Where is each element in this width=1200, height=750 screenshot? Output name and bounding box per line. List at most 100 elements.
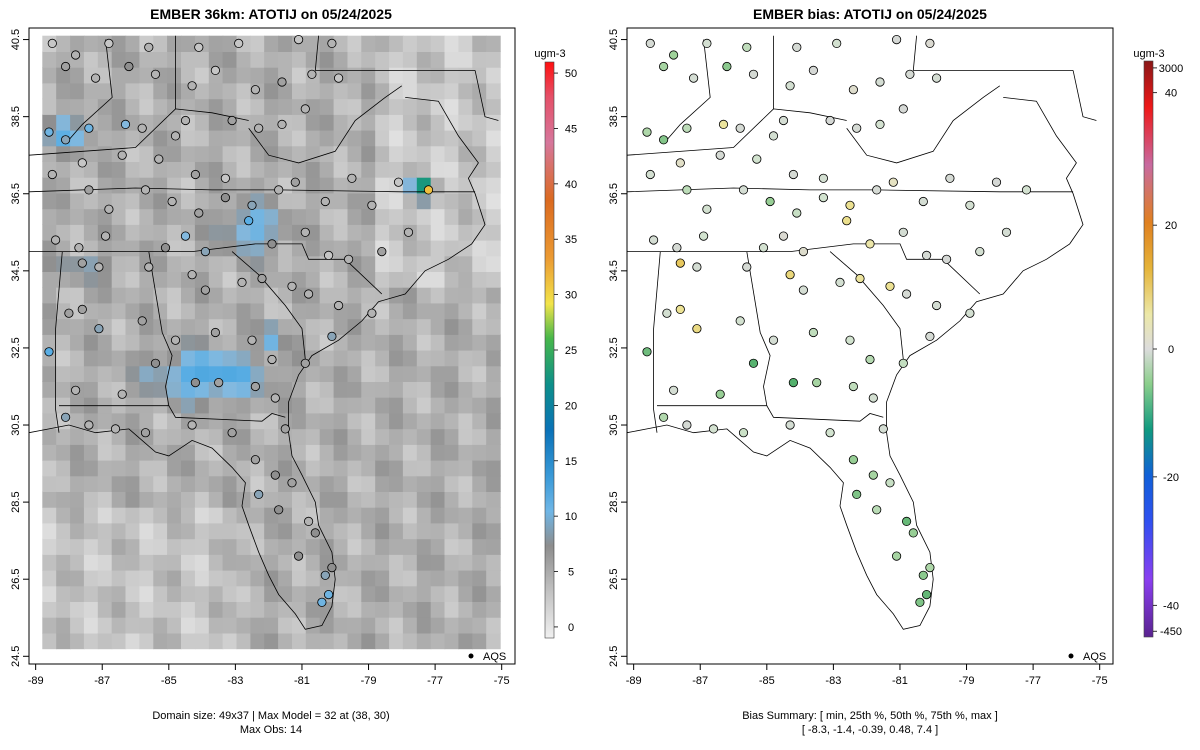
grid-cell <box>292 145 307 162</box>
grid-cell <box>139 491 154 508</box>
grid-cell <box>472 177 487 194</box>
grid-cell <box>333 617 349 634</box>
station-marker <box>848 381 859 392</box>
grid-cell <box>361 507 376 524</box>
grid-cell <box>375 570 390 587</box>
station-marker <box>150 358 161 368</box>
grid-cell <box>111 365 127 382</box>
grid-cell <box>486 522 501 540</box>
grid-cell <box>181 570 196 587</box>
grid-cell <box>181 475 196 492</box>
station-marker <box>758 243 769 253</box>
grid-cell <box>125 35 140 52</box>
grid-cell <box>416 507 432 524</box>
state-line <box>148 251 173 406</box>
grid-cell <box>472 475 487 492</box>
grid-cell <box>333 554 349 571</box>
grid-cell <box>208 538 224 555</box>
grid-cell <box>111 444 127 461</box>
station-marker <box>855 273 865 284</box>
grid-cell <box>416 444 432 461</box>
grid-cell <box>361 397 376 414</box>
grid-cell <box>375 318 390 335</box>
station-marker <box>144 42 154 52</box>
grid-cell <box>70 601 85 618</box>
grid-cell <box>264 130 279 147</box>
grid-cell <box>389 224 404 241</box>
grid-cell <box>292 302 307 320</box>
grid-cell <box>430 460 446 477</box>
grid-cell <box>236 428 251 445</box>
grid-cell <box>402 161 418 178</box>
grid-cell <box>361 381 376 398</box>
grid-cell <box>416 145 432 162</box>
grid-cell <box>167 617 182 634</box>
grid-cell <box>486 570 501 587</box>
grid-cell <box>222 334 238 351</box>
grid-cell <box>97 538 113 555</box>
grid-cell <box>153 82 168 100</box>
grid-cell <box>458 224 473 241</box>
grid-cell <box>194 145 210 162</box>
grid-cell <box>264 35 279 52</box>
station-marker <box>250 381 260 392</box>
grid-cell <box>292 67 307 84</box>
grid-cell <box>97 240 113 257</box>
y-tick-label: 40.5 <box>10 29 22 50</box>
grid-cell <box>402 460 418 477</box>
left-plot-frame <box>28 27 516 665</box>
grid-cell <box>416 334 432 351</box>
grid-cell <box>194 522 210 540</box>
station-marker <box>645 38 655 49</box>
grid-cell <box>139 601 154 618</box>
grid-cell <box>319 287 335 304</box>
grid-cell <box>153 444 168 461</box>
grid-cell <box>375 98 390 115</box>
grid-cell <box>139 208 154 225</box>
grid-cell <box>264 82 279 100</box>
grid-cell <box>430 617 446 634</box>
grid-cell <box>375 302 390 320</box>
grid-cell <box>194 192 210 210</box>
grid-cell <box>222 350 238 367</box>
station-marker <box>300 358 310 368</box>
grid-cell <box>83 617 99 634</box>
grid-cell <box>416 381 432 398</box>
grid-cell <box>402 444 418 461</box>
grid-cell <box>389 161 404 178</box>
colorbar-tick-label: 20 <box>1165 220 1177 232</box>
colorbar-tick-label: 50 <box>565 68 577 80</box>
grid-cell <box>402 538 418 555</box>
station-marker <box>752 154 762 164</box>
grid-cell <box>458 67 473 84</box>
grid-cell <box>236 302 251 320</box>
grid-cell <box>56 145 71 162</box>
grid-cell <box>458 208 473 225</box>
grid-cell <box>444 271 459 288</box>
grid-cell <box>430 632 446 650</box>
station-marker <box>194 42 204 52</box>
station-marker <box>885 478 895 488</box>
y-tick-label: 28.5 <box>608 491 620 512</box>
grid-cell <box>375 51 390 68</box>
grid-cell <box>264 161 279 178</box>
station-marker <box>290 177 300 187</box>
grid-cell <box>347 632 362 650</box>
grid-cell <box>250 475 265 492</box>
grid-cell <box>430 287 446 304</box>
station-marker <box>891 34 902 45</box>
grid-cell <box>458 255 473 272</box>
grid-cell <box>292 491 307 508</box>
grid-cell <box>42 302 57 320</box>
grid-cell <box>70 444 85 461</box>
grid-cell <box>416 428 432 445</box>
grid-cell <box>458 632 473 650</box>
grid-cell <box>181 491 196 508</box>
grid-cell <box>167 601 182 618</box>
grid-cell <box>236 570 251 587</box>
grid-cell <box>278 255 293 272</box>
grid-cell <box>70 67 85 84</box>
grid-cell <box>83 145 99 162</box>
grid-cell <box>70 114 85 131</box>
station-marker <box>84 420 94 430</box>
